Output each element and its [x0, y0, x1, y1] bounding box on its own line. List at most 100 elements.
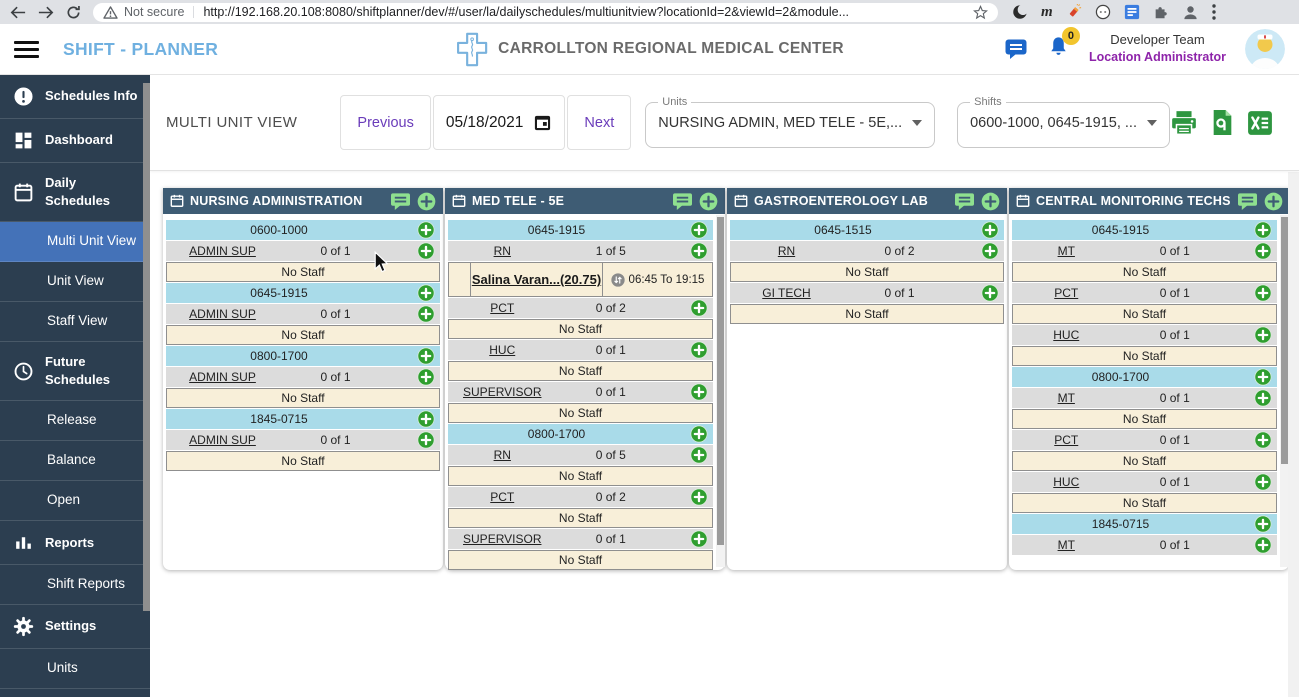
add-staff-button[interactable]: [690, 425, 708, 443]
sidebar-item-settings[interactable]: Settings: [0, 605, 150, 649]
add-staff-button[interactable]: [981, 242, 999, 260]
role-link[interactable]: ADMIN SUP: [189, 370, 256, 384]
add-staff-button[interactable]: [690, 446, 708, 464]
add-staff-button[interactable]: [417, 284, 435, 302]
messages-chat-icon[interactable]: [1004, 38, 1028, 60]
forward-icon[interactable]: [38, 6, 54, 19]
add-staff-button[interactable]: [690, 530, 708, 548]
add-staff-button[interactable]: [690, 221, 708, 239]
add-staff-button[interactable]: [1254, 221, 1272, 239]
shifts-dropdown[interactable]: Shifts 0600-1000, 0645-1915, ...: [957, 97, 1170, 148]
role-link[interactable]: ADMIN SUP: [189, 244, 256, 258]
add-staff-button[interactable]: [1254, 389, 1272, 407]
address-bar[interactable]: Not secure http://192.168.20.108:8080/sh…: [93, 2, 998, 22]
role-link[interactable]: PCT: [1054, 286, 1079, 300]
add-staff-button[interactable]: [417, 410, 435, 428]
dark-mode-moon-icon[interactable]: [1012, 4, 1028, 20]
role-link[interactable]: SUPERVISOR: [463, 532, 542, 546]
add-staff-button[interactable]: [690, 488, 708, 506]
unit-notes-icon[interactable]: [1237, 192, 1258, 211]
add-staff-button[interactable]: [417, 431, 435, 449]
add-staff-button[interactable]: [417, 242, 435, 260]
reload-icon[interactable]: [66, 5, 81, 20]
add-staff-button[interactable]: [1254, 284, 1272, 302]
role-link[interactable]: ADMIN SUP: [189, 433, 256, 447]
back-icon[interactable]: [10, 6, 26, 19]
unit-add-shift-button[interactable]: [417, 192, 436, 211]
role-link[interactable]: HUC: [489, 343, 516, 357]
staff-name-link[interactable]: Salina Varan...(20.75): [471, 272, 602, 287]
profile-icon[interactable]: [1182, 4, 1199, 21]
add-staff-button[interactable]: [690, 383, 708, 401]
unit-scrollbar[interactable]: [1280, 215, 1289, 568]
m-extension-icon[interactable]: m: [1041, 3, 1053, 20]
sidebar-item-units[interactable]: Units: [0, 649, 150, 689]
sidebar-item-unit-view[interactable]: Unit View: [0, 262, 150, 303]
sidebar-item-reports[interactable]: Reports: [0, 521, 150, 566]
sidebar-item-balance[interactable]: Balance: [0, 441, 150, 482]
blue-square-extension-icon[interactable]: [1124, 4, 1140, 20]
page-scrollbar[interactable]: [1288, 172, 1299, 697]
role-link[interactable]: RN: [777, 244, 796, 258]
units-dropdown[interactable]: Units NURSING ADMIN, MED TELE - 5E,...: [645, 97, 936, 148]
role-link[interactable]: MT: [1057, 391, 1075, 405]
user-avatar[interactable]: [1245, 29, 1285, 69]
add-staff-button[interactable]: [1254, 368, 1272, 386]
role-link[interactable]: RN: [493, 244, 511, 258]
sidebar-item-multi-unit-view[interactable]: Multi Unit View: [0, 222, 150, 263]
role-link[interactable]: RN: [493, 448, 511, 462]
sidebar-item-dashboard[interactable]: Dashboard: [0, 119, 150, 163]
unit-add-shift-button[interactable]: [1264, 192, 1283, 211]
next-button[interactable]: Next: [567, 95, 632, 150]
add-staff-button[interactable]: [1254, 515, 1272, 533]
notifications-bell-icon[interactable]: 0: [1047, 27, 1080, 63]
sidebar-item-open[interactable]: Open: [0, 481, 150, 522]
unit-notes-icon[interactable]: [390, 192, 411, 211]
extensions-puzzle-icon[interactable]: [1153, 4, 1169, 20]
add-staff-button[interactable]: [981, 221, 999, 239]
role-link[interactable]: MT: [1057, 538, 1075, 552]
role-link[interactable]: ADMIN SUP: [189, 307, 256, 321]
sidebar-scrollbar[interactable]: [143, 83, 150, 611]
unit-notes-icon[interactable]: [672, 192, 693, 211]
role-link[interactable]: PCT: [490, 301, 515, 315]
unit-add-shift-button[interactable]: [981, 192, 1000, 211]
add-staff-button[interactable]: [1254, 242, 1272, 260]
sidebar-item-release[interactable]: Release: [0, 401, 150, 442]
add-staff-button[interactable]: [417, 368, 435, 386]
add-staff-button[interactable]: [1254, 326, 1272, 344]
menu-hamburger-icon[interactable]: [14, 40, 39, 58]
user-menu[interactable]: Developer Team Location Administrator: [1089, 32, 1226, 65]
unit-add-shift-button[interactable]: [699, 192, 718, 211]
sidebar-item-future-schedules[interactable]: Future Schedules: [0, 342, 150, 402]
role-link[interactable]: SUPERVISOR: [463, 385, 542, 399]
sidebar-item-daily-schedules[interactable]: Daily Schedules: [0, 163, 150, 223]
sidebar-item-staff-view[interactable]: Staff View: [0, 302, 150, 343]
add-staff-button[interactable]: [417, 305, 435, 323]
sidebar-item-schedules-info[interactable]: Schedules Info: [0, 75, 150, 119]
pdf-export-icon[interactable]: [1211, 109, 1234, 136]
add-staff-button[interactable]: [417, 347, 435, 365]
add-staff-button[interactable]: [1254, 536, 1272, 554]
add-staff-button[interactable]: [1254, 431, 1272, 449]
unit-scrollbar-thumb[interactable]: [1281, 217, 1288, 464]
role-link[interactable]: GI TECH: [762, 286, 811, 300]
firecracker-extension-icon[interactable]: [1066, 4, 1082, 20]
role-link[interactable]: MT: [1057, 244, 1075, 258]
sidebar-item-shift-reports[interactable]: Shift Reports: [0, 565, 150, 605]
add-staff-button[interactable]: [690, 299, 708, 317]
add-staff-button[interactable]: [417, 221, 435, 239]
browser-menu-icon[interactable]: [1211, 4, 1216, 20]
role-link[interactable]: HUC: [1053, 475, 1080, 489]
role-link[interactable]: PCT: [1054, 433, 1079, 447]
role-link[interactable]: PCT: [490, 490, 515, 504]
print-icon[interactable]: [1170, 110, 1198, 136]
previous-button[interactable]: Previous: [340, 95, 431, 150]
unit-scrollbar[interactable]: [716, 215, 725, 568]
add-staff-button[interactable]: [690, 341, 708, 359]
excel-export-icon[interactable]: [1247, 110, 1273, 136]
add-staff-button[interactable]: [690, 242, 708, 260]
role-link[interactable]: HUC: [1053, 328, 1080, 342]
face-extension-icon[interactable]: [1095, 4, 1111, 20]
bookmark-star-icon[interactable]: [973, 4, 988, 20]
